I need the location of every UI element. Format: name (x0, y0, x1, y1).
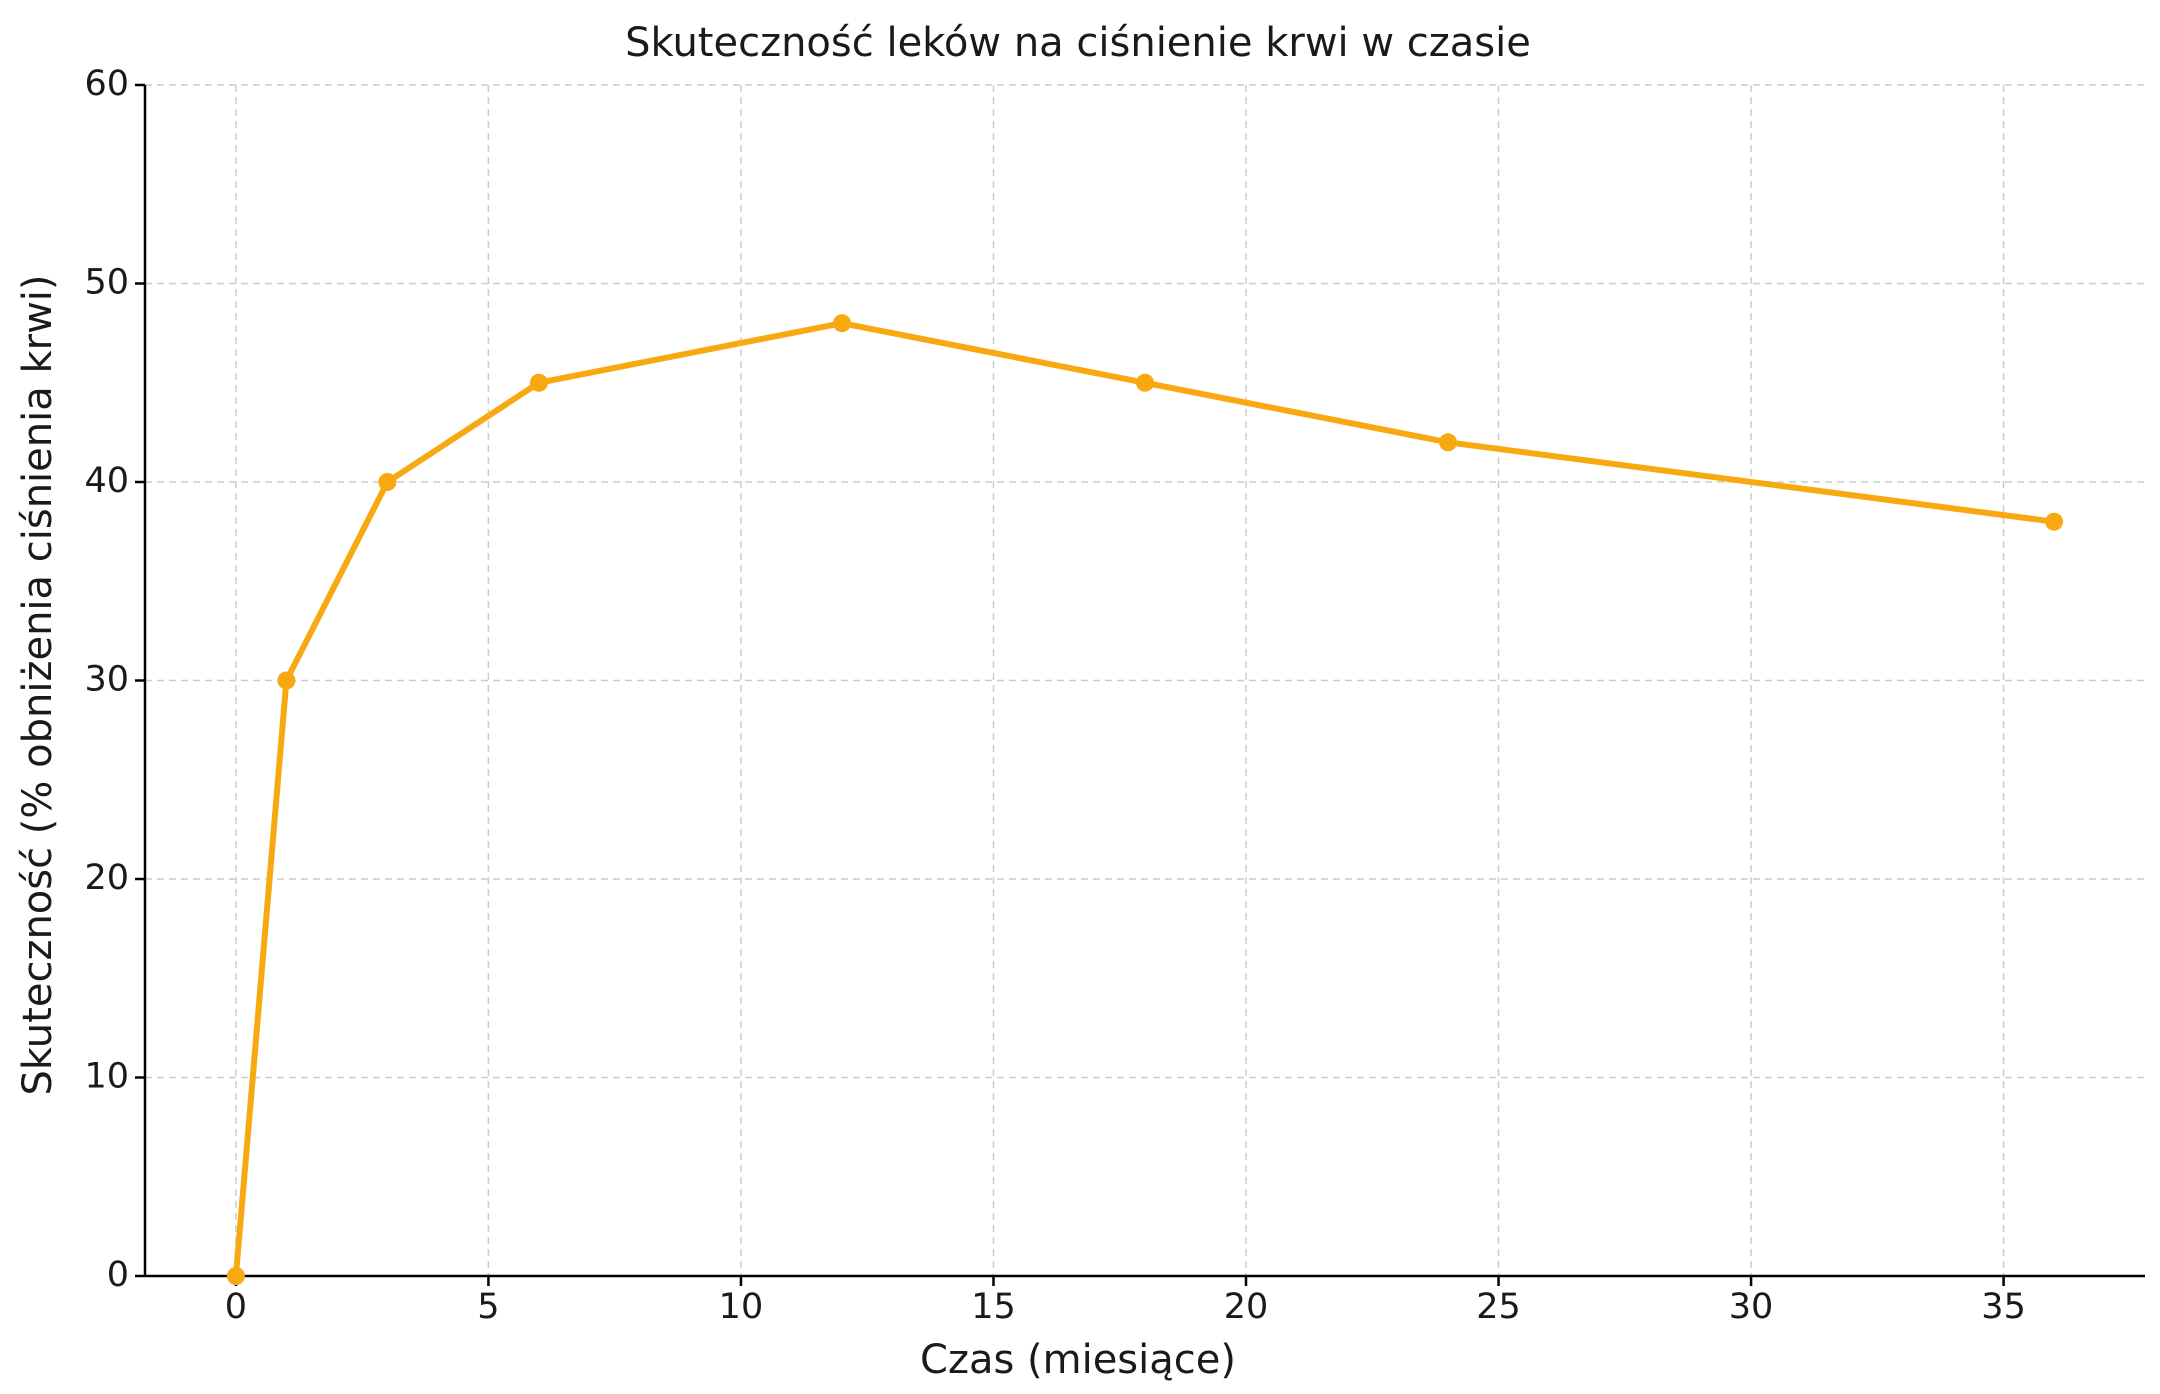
x-tick-label: 10 (719, 1287, 764, 1327)
data-line (232, 320, 2055, 1277)
x-tick-label: 0 (225, 1287, 247, 1327)
chart-title: Skuteczność leków na ciśnienie krwi w cz… (625, 20, 1531, 66)
data-point (277, 671, 296, 690)
data-point (832, 314, 851, 333)
y-tick-label: 40 (84, 461, 129, 501)
x-tick-label: 5 (477, 1287, 499, 1327)
y-tick-label: 20 (84, 858, 129, 898)
y-tick-label: 10 (84, 1057, 129, 1097)
x-tick-label: 30 (1729, 1287, 1774, 1327)
data-point (226, 1267, 245, 1285)
data-point (1136, 373, 1154, 392)
x-tick-label: 15 (971, 1287, 1016, 1327)
data-point (1439, 433, 1458, 452)
x-tick-label: 35 (1981, 1287, 2026, 1327)
x-axis-label: Czas (miesiące) (920, 1337, 1236, 1383)
data-point (2045, 512, 2064, 531)
x-tick-label: 20 (1224, 1287, 1269, 1327)
data-point (529, 373, 548, 392)
y-axis-label: Skuteczność (% obniżenia ciśnienia krwi) (15, 274, 61, 1095)
y-tick-label: 0 (107, 1255, 129, 1295)
data-point (378, 473, 397, 491)
y-tick-label: 50 (84, 263, 129, 303)
x-tick-label: 25 (1476, 1287, 1521, 1327)
y-tick-label: 30 (84, 660, 129, 700)
y-tick-label: 60 (84, 64, 129, 104)
